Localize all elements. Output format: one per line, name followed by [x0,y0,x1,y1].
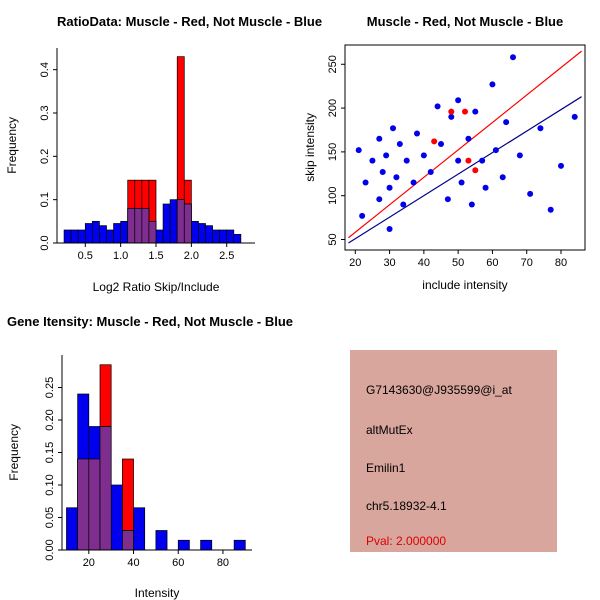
svg-text:0.3: 0.3 [39,105,51,120]
svg-text:100: 100 [327,187,339,205]
scatter-panel: 20 30 40 50 60 70 80 50 100 150 200 250 Muscle - Re… [300,0,600,300]
ratio-histogram-xlabel: Log2 Ratio Skip/Include [92,280,220,294]
scatter-plot: 20 30 40 50 60 70 80 50 100 150 200 250 [327,44,586,269]
svg-text:200: 200 [327,99,339,117]
svg-text:30: 30 [383,257,395,269]
ratio-histogram-panel: 0.5 1.0 1.5 2.0 2.5 0.0 0.1 0.2 0.3 0.4 RatioData… [0,0,323,300]
svg-text:20: 20 [83,557,95,569]
svg-text:150: 150 [327,143,339,161]
svg-text:0.5: 0.5 [78,250,93,262]
svg-text:50: 50 [452,257,464,269]
svg-text:2.0: 2.0 [184,250,199,262]
svg-text:40: 40 [127,557,139,569]
gene-histogram-ylabel-text: Frequency [7,424,21,481]
gene-info-panel: G7143630@J935599@i_at altMutEx Emilin1 c… [300,300,600,600]
svg-text:80: 80 [555,257,567,269]
gene-histogram-ylabel: Frequency [6,355,22,550]
svg-text:0.4: 0.4 [39,62,51,77]
svg-text:80: 80 [217,557,229,569]
svg-text:70: 70 [521,257,533,269]
svg-text:0.0: 0.0 [39,235,51,250]
svg-text:2.5: 2.5 [219,250,234,262]
gene-histogram-panel: 20 40 60 80 0.00 0.05 0.10 0.15 0.20 0.25 Gene It… [0,300,300,600]
scatter-ylabel-text: skip intensity [303,113,317,182]
scatter-ylabel: skip intensity [302,45,318,250]
svg-text:0.1: 0.1 [39,192,51,207]
svg-text:0.15: 0.15 [44,442,56,463]
svg-text:0.00: 0.00 [44,539,56,560]
svg-text:0.10: 0.10 [44,474,56,495]
pval-text: Pval: 2.000000 [366,534,447,548]
svg-text:60: 60 [172,557,184,569]
svg-text:0.20: 0.20 [44,409,56,430]
svg-text:40: 40 [418,257,430,269]
scatter-xlabel: include intensity [422,278,508,292]
gene-histogram-title: Gene Itensity: Muscle - Red, Not Muscle … [6,314,294,329]
ratio-histogram-plot: 0.5 1.0 1.5 2.0 2.5 0.0 0.1 0.2 0.3 0.4 [39,48,255,262]
locus-text: chr5.18932-4.1 [366,499,447,513]
event-type-text: altMutEx [366,423,413,437]
probe-id-text: G7143630@J935599@i_at [366,383,512,397]
svg-text:0.25: 0.25 [44,377,56,398]
svg-text:60: 60 [486,257,498,269]
svg-text:20: 20 [349,257,361,269]
svg-text:250: 250 [327,55,339,73]
svg-text:0.2: 0.2 [39,149,51,164]
svg-text:1.0: 1.0 [113,250,128,262]
gene-histogram-xlabel: Intensity [134,586,180,600]
ratio-histogram-ylabel: Frequency [4,48,20,243]
scatter-title: Muscle - Red, Not Muscle - Blue [366,14,564,29]
gene-name-text: Emilin1 [366,461,406,475]
svg-text:0.05: 0.05 [44,507,56,528]
svg-text:50: 50 [327,233,339,245]
gene-histogram-plot: 20 40 60 80 0.00 0.05 0.10 0.15 0.20 0.25 [44,355,252,569]
ratio-histogram-ylabel-text: Frequency [5,117,19,174]
svg-text:1.5: 1.5 [148,250,163,262]
ratio-histogram-title: RatioData: Muscle - Red, Not Muscle - Bl… [57,14,323,29]
gene-info-box: G7143630@J935599@i_at altMutEx Emilin1 c… [350,350,557,552]
